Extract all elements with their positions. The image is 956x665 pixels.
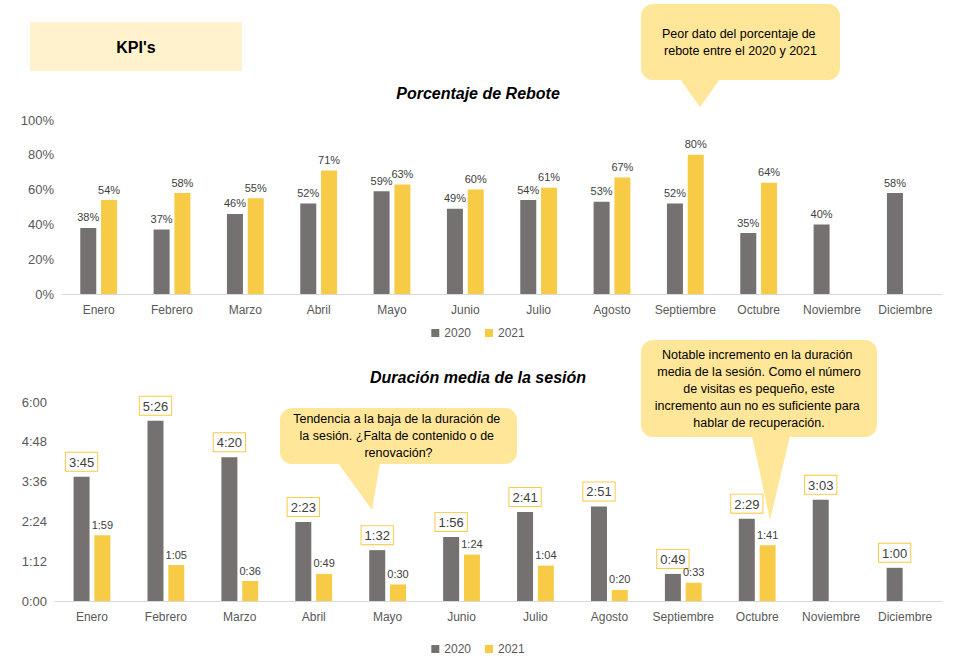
svg-text:4:48: 4:48 xyxy=(22,434,47,449)
svg-text:Julio: Julio xyxy=(526,303,551,317)
svg-text:55%: 55% xyxy=(245,182,267,194)
svg-text:60%: 60% xyxy=(28,182,54,197)
svg-text:49%: 49% xyxy=(444,192,466,204)
svg-text:Porcentaje de Rebote: Porcentaje de Rebote xyxy=(396,85,560,102)
svg-text:0:36: 0:36 xyxy=(239,565,260,577)
svg-text:de visitas es pequeño, este: de visitas es pequeño, este xyxy=(680,382,838,396)
svg-text:0:49: 0:49 xyxy=(313,557,334,569)
svg-text:renovación?: renovación? xyxy=(364,446,432,460)
svg-text:0:30: 0:30 xyxy=(387,568,408,580)
svg-text:0:20: 0:20 xyxy=(609,573,630,585)
svg-text:63%: 63% xyxy=(391,168,413,180)
svg-text:Diciembre: Diciembre xyxy=(878,303,932,317)
svg-text:1:56: 1:56 xyxy=(438,515,463,530)
svg-text:1:00: 1:00 xyxy=(882,546,907,561)
svg-text:Febrero: Febrero xyxy=(151,303,193,317)
svg-text:100%: 100% xyxy=(21,113,55,128)
svg-text:53%: 53% xyxy=(591,185,613,197)
svg-text:Octubre: Octubre xyxy=(737,303,780,317)
svg-text:3:45: 3:45 xyxy=(69,455,94,470)
svg-text:Marzo: Marzo xyxy=(223,610,257,624)
svg-text:Tendencia a la baja de la dura: Tendencia a la baja de la duración de xyxy=(293,412,504,426)
svg-text:35%: 35% xyxy=(737,217,759,229)
svg-text:Julio: Julio xyxy=(523,610,548,624)
svg-text:Mayo: Mayo xyxy=(373,610,403,624)
svg-text:3:36: 3:36 xyxy=(22,474,47,489)
svg-text:46%: 46% xyxy=(224,197,246,209)
svg-text:40%: 40% xyxy=(28,217,54,232)
svg-text:67%: 67% xyxy=(611,161,633,173)
svg-text:4:20: 4:20 xyxy=(217,435,242,450)
svg-text:Abril: Abril xyxy=(302,610,326,624)
svg-text:40%: 40% xyxy=(811,208,833,220)
svg-text:54%: 54% xyxy=(517,184,539,196)
svg-text:2:23: 2:23 xyxy=(291,500,316,515)
svg-text:Notable incremento en la durac: Notable incremento en la duración xyxy=(662,348,856,362)
svg-text:Marzo: Marzo xyxy=(229,303,263,317)
svg-text:54%: 54% xyxy=(98,184,120,196)
svg-text:6:00: 6:00 xyxy=(22,395,47,410)
svg-text:Octubre: Octubre xyxy=(736,610,779,624)
svg-text:media de la sesión. Como el nú: media de la sesión. Como el número xyxy=(657,365,861,379)
svg-text:52%: 52% xyxy=(297,187,319,199)
svg-text:2021: 2021 xyxy=(498,326,525,340)
svg-text:52%: 52% xyxy=(664,187,686,199)
svg-text:KPI's: KPI's xyxy=(116,39,155,56)
svg-text:1:12: 1:12 xyxy=(22,554,47,569)
svg-text:0:33: 0:33 xyxy=(683,566,704,578)
svg-text:Febrero: Febrero xyxy=(145,610,187,624)
svg-text:1:24: 1:24 xyxy=(461,538,482,550)
svg-text:0:49: 0:49 xyxy=(660,552,685,567)
svg-text:2:41: 2:41 xyxy=(512,490,537,505)
svg-text:Enero: Enero xyxy=(76,610,108,624)
svg-text:2:24: 2:24 xyxy=(22,514,47,529)
svg-text:60%: 60% xyxy=(465,173,487,185)
svg-text:la sesión. ¿Falta de contenido: la sesión. ¿Falta de contenido o de xyxy=(299,429,497,443)
svg-text:80%: 80% xyxy=(685,138,707,150)
svg-text:1:32: 1:32 xyxy=(365,528,390,543)
svg-text:0:00: 0:00 xyxy=(22,594,47,609)
svg-text:Enero: Enero xyxy=(83,303,115,317)
svg-text:Junio: Junio xyxy=(447,610,476,624)
svg-text:37%: 37% xyxy=(151,213,173,225)
svg-text:59%: 59% xyxy=(371,175,393,187)
svg-text:Peor dato del porcentaje de: Peor dato del porcentaje de xyxy=(662,27,819,41)
svg-text:1:59: 1:59 xyxy=(92,519,113,531)
svg-text:58%: 58% xyxy=(171,177,193,189)
svg-text:Diciembre: Diciembre xyxy=(878,610,932,624)
svg-text:2021: 2021 xyxy=(498,642,525,656)
svg-text:Junio: Junio xyxy=(451,303,480,317)
svg-text:1:05: 1:05 xyxy=(166,549,187,561)
svg-text:Septiembre: Septiembre xyxy=(653,610,715,624)
svg-text:5:26: 5:26 xyxy=(143,399,168,414)
svg-text:Agosto: Agosto xyxy=(591,610,629,624)
svg-text:20%: 20% xyxy=(28,252,54,267)
svg-text:hablar de recuperación.: hablar de recuperación. xyxy=(693,416,824,430)
svg-text:incremento aun no es suficient: incremento aun no es suficiente para xyxy=(655,399,863,413)
svg-text:Duración media de la sesión: Duración media de la sesión xyxy=(370,369,586,386)
svg-text:Noviembre: Noviembre xyxy=(802,610,860,624)
svg-text:Septiembre: Septiembre xyxy=(655,303,717,317)
svg-text:Mayo: Mayo xyxy=(377,303,407,317)
svg-text:1:41: 1:41 xyxy=(757,529,778,541)
svg-text:Noviembre: Noviembre xyxy=(803,303,861,317)
svg-text:Abril: Abril xyxy=(307,303,331,317)
svg-text:64%: 64% xyxy=(758,166,780,178)
svg-text:1:04: 1:04 xyxy=(535,549,556,561)
svg-text:61%: 61% xyxy=(538,171,560,183)
svg-text:2020: 2020 xyxy=(444,326,471,340)
svg-text:71%: 71% xyxy=(318,154,340,166)
svg-text:3:03: 3:03 xyxy=(808,478,833,493)
svg-text:38%: 38% xyxy=(77,211,99,223)
svg-text:80%: 80% xyxy=(28,147,54,162)
svg-text:2:51: 2:51 xyxy=(586,484,611,499)
svg-text:rebote entre el 2020 y 2021: rebote entre el 2020 y 2021 xyxy=(664,44,817,58)
svg-text:Agosto: Agosto xyxy=(593,303,631,317)
svg-text:2:29: 2:29 xyxy=(734,497,759,512)
svg-text:2020: 2020 xyxy=(444,642,471,656)
svg-text:0%: 0% xyxy=(35,287,54,302)
svg-text:58%: 58% xyxy=(884,177,906,189)
